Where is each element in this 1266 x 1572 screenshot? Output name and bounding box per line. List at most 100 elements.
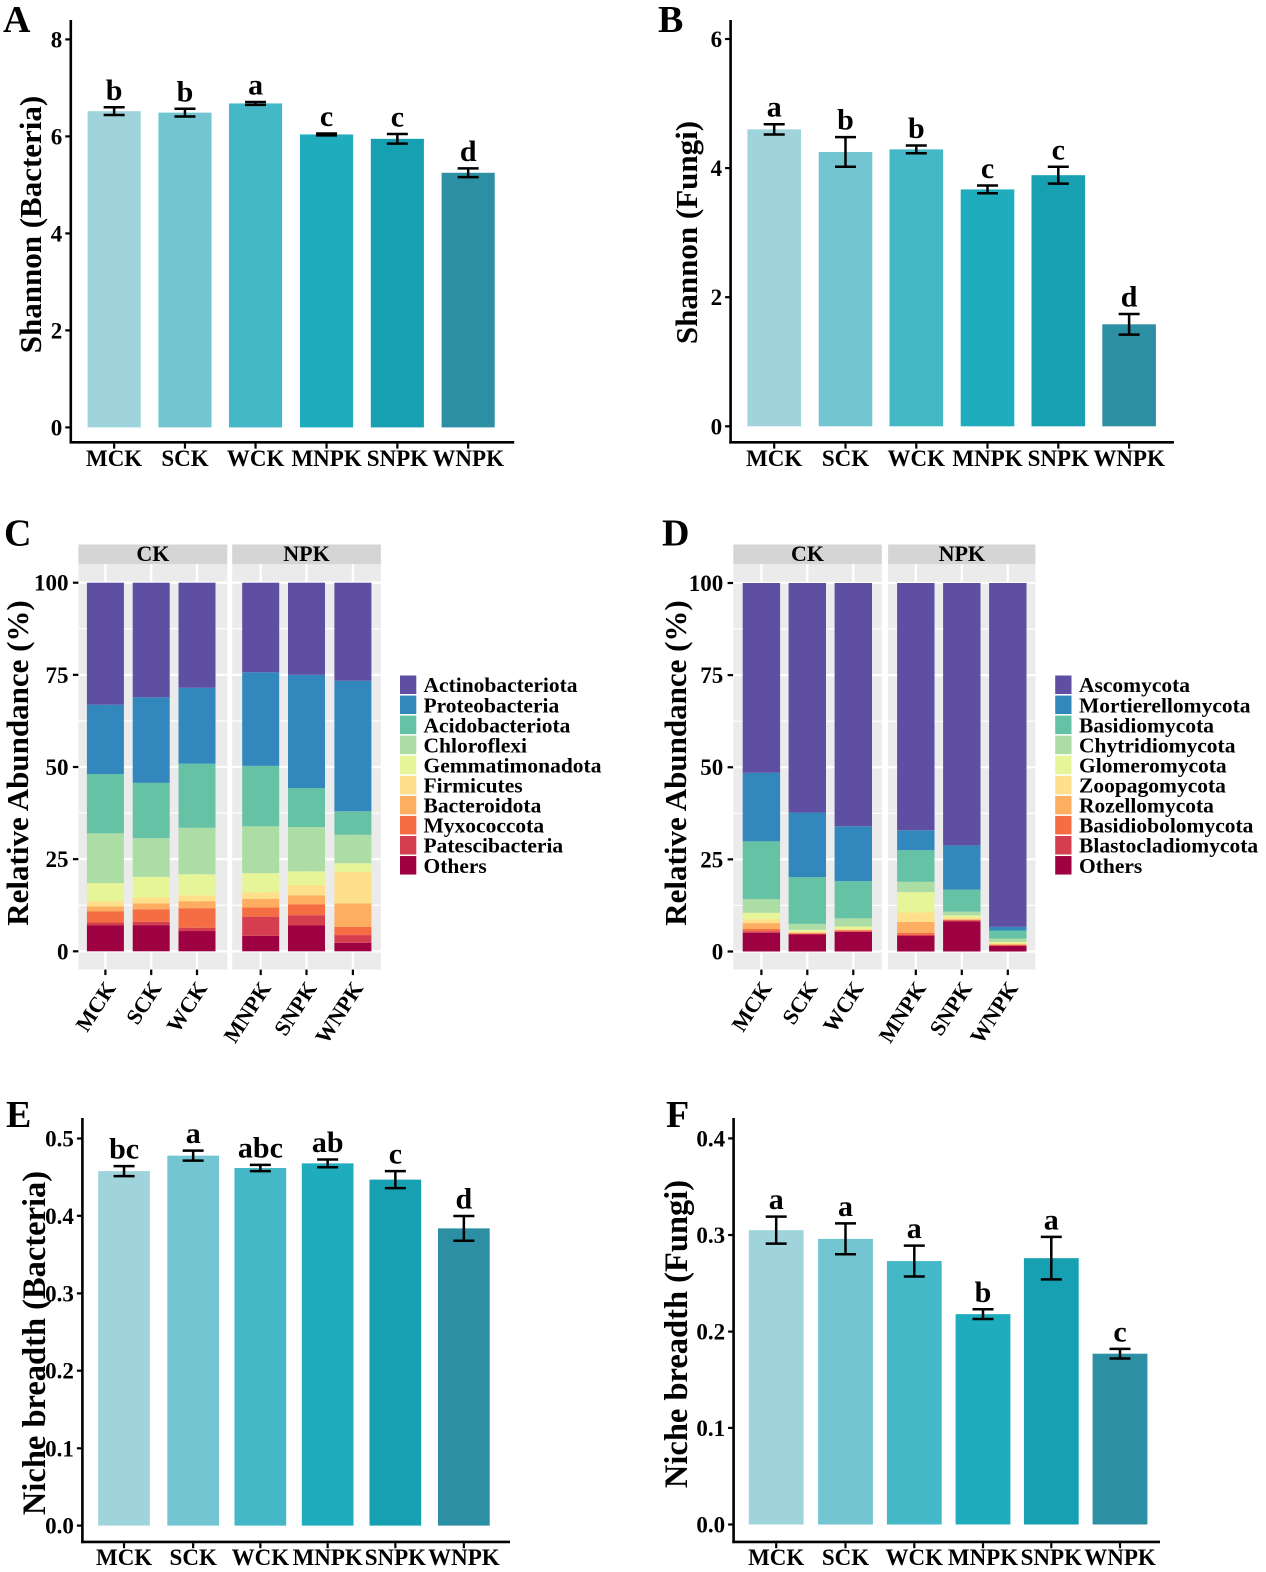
svg-text:Ascomycota: Ascomycota <box>1079 673 1190 697</box>
svg-text:Relative Abundance (%): Relative Abundance (%) <box>0 600 35 926</box>
svg-text:d: d <box>460 135 477 168</box>
svg-text:b: b <box>908 112 925 145</box>
svg-text:0: 0 <box>711 414 723 439</box>
svg-text:NPK: NPK <box>283 541 329 566</box>
svg-text:ab: ab <box>312 1126 344 1159</box>
svg-text:Actinobacteriota: Actinobacteriota <box>424 673 578 697</box>
svg-text:d: d <box>456 1183 473 1216</box>
svg-text:Chytridiomycota: Chytridiomycota <box>1079 733 1236 757</box>
svg-text:SNPK: SNPK <box>1021 1545 1082 1570</box>
svg-text:Shannon (Bacteria): Shannon (Bacteria) <box>13 96 48 354</box>
svg-text:c: c <box>320 100 333 133</box>
svg-text:MNPK: MNPK <box>948 1545 1018 1570</box>
svg-text:b: b <box>837 104 854 137</box>
svg-text:4: 4 <box>711 156 723 181</box>
svg-text:100: 100 <box>689 571 724 596</box>
svg-text:Basidiobolomycota: Basidiobolomycota <box>1079 814 1254 838</box>
svg-text:a: a <box>248 69 263 102</box>
svg-text:2: 2 <box>711 285 723 310</box>
svg-text:25: 25 <box>46 847 69 872</box>
svg-text:Bacteroidota: Bacteroidota <box>424 794 542 818</box>
svg-text:MNPK: MNPK <box>291 446 361 471</box>
svg-text:2: 2 <box>51 318 63 343</box>
svg-text:b: b <box>106 74 123 107</box>
svg-text:c: c <box>389 1138 402 1171</box>
svg-text:c: c <box>981 152 994 185</box>
svg-text:50: 50 <box>700 755 723 780</box>
svg-text:bc: bc <box>109 1133 139 1166</box>
svg-text:SCK: SCK <box>822 1545 869 1570</box>
svg-text:0.4: 0.4 <box>696 1126 725 1151</box>
svg-text:Others: Others <box>424 854 487 878</box>
svg-text:6: 6 <box>711 27 723 52</box>
svg-text:SNPK: SNPK <box>365 1545 426 1570</box>
svg-text:6: 6 <box>51 124 63 149</box>
svg-text:WNPK: WNPK <box>1084 1545 1156 1570</box>
svg-text:Acidobacteriota: Acidobacteriota <box>424 713 571 737</box>
svg-text:MCK: MCK <box>748 1545 804 1570</box>
svg-text:0.3: 0.3 <box>696 1223 725 1248</box>
svg-text:MCK: MCK <box>86 446 142 471</box>
svg-text:SNPK: SNPK <box>367 446 428 471</box>
svg-text:b: b <box>975 1276 992 1309</box>
svg-text:F: F <box>666 1094 689 1136</box>
svg-text:abc: abc <box>238 1131 283 1164</box>
svg-text:0: 0 <box>51 415 63 440</box>
svg-text:WNPK: WNPK <box>432 446 504 471</box>
svg-text:Proteobacteria: Proteobacteria <box>424 693 560 717</box>
svg-text:Gemmatimonadota: Gemmatimonadota <box>424 754 602 778</box>
svg-text:0.5: 0.5 <box>45 1127 74 1152</box>
svg-text:Zoopagomycota: Zoopagomycota <box>1079 774 1226 798</box>
svg-text:a: a <box>907 1212 922 1245</box>
svg-text:0.3: 0.3 <box>45 1281 74 1306</box>
svg-text:MCK: MCK <box>96 1545 152 1570</box>
svg-text:Shannon (Fungi): Shannon (Fungi) <box>669 121 704 344</box>
svg-text:SCK: SCK <box>170 1545 217 1570</box>
svg-text:SNPK: SNPK <box>1028 446 1089 471</box>
svg-text:SCK: SCK <box>161 446 208 471</box>
svg-text:WNPK: WNPK <box>1093 446 1165 471</box>
svg-text:a: a <box>1044 1203 1059 1236</box>
svg-text:A: A <box>3 0 31 41</box>
svg-text:Niche breadth (Bacteria): Niche breadth (Bacteria) <box>17 1171 53 1515</box>
svg-text:c: c <box>1052 133 1065 166</box>
svg-text:SCK: SCK <box>822 446 869 471</box>
svg-text:Rozellomycota: Rozellomycota <box>1079 794 1214 818</box>
svg-text:CK: CK <box>791 541 824 566</box>
svg-text:D: D <box>662 513 689 555</box>
svg-text:Relative Abundance (%): Relative Abundance (%) <box>658 600 693 926</box>
svg-text:75: 75 <box>700 663 723 688</box>
svg-text:Mortierellomycota: Mortierellomycota <box>1079 693 1251 717</box>
svg-text:B: B <box>658 0 683 41</box>
svg-text:4: 4 <box>51 221 63 246</box>
svg-text:Blastocladiomycota: Blastocladiomycota <box>1079 834 1258 858</box>
svg-text:0.1: 0.1 <box>696 1416 725 1441</box>
svg-text:0.1: 0.1 <box>45 1436 74 1461</box>
svg-text:C: C <box>4 513 31 555</box>
svg-text:MNPK: MNPK <box>952 446 1022 471</box>
svg-text:E: E <box>6 1094 31 1136</box>
svg-text:75: 75 <box>46 663 69 688</box>
svg-text:Basidiomycota: Basidiomycota <box>1079 713 1214 737</box>
svg-text:Chloroflexi: Chloroflexi <box>424 733 528 757</box>
svg-text:WCK: WCK <box>886 1545 944 1570</box>
svg-text:25: 25 <box>700 847 723 872</box>
svg-text:0.4: 0.4 <box>45 1204 74 1229</box>
svg-text:NPK: NPK <box>939 541 985 566</box>
svg-text:a: a <box>767 91 782 124</box>
svg-text:MCK: MCK <box>746 446 802 471</box>
svg-text:0.0: 0.0 <box>696 1513 725 1538</box>
svg-text:0: 0 <box>712 940 724 965</box>
svg-text:d: d <box>1121 281 1138 314</box>
svg-text:WNPK: WNPK <box>428 1545 500 1570</box>
svg-text:0.0: 0.0 <box>45 1514 74 1539</box>
svg-text:Others: Others <box>1079 854 1142 878</box>
svg-text:0.2: 0.2 <box>696 1320 725 1345</box>
svg-text:CK: CK <box>136 541 169 566</box>
svg-text:c: c <box>1113 1315 1126 1348</box>
svg-text:Myxococcota: Myxococcota <box>424 814 545 838</box>
svg-text:c: c <box>391 101 404 134</box>
svg-text:Firmicutes: Firmicutes <box>424 774 523 798</box>
svg-text:0.2: 0.2 <box>45 1359 74 1384</box>
svg-text:WCK: WCK <box>888 446 946 471</box>
